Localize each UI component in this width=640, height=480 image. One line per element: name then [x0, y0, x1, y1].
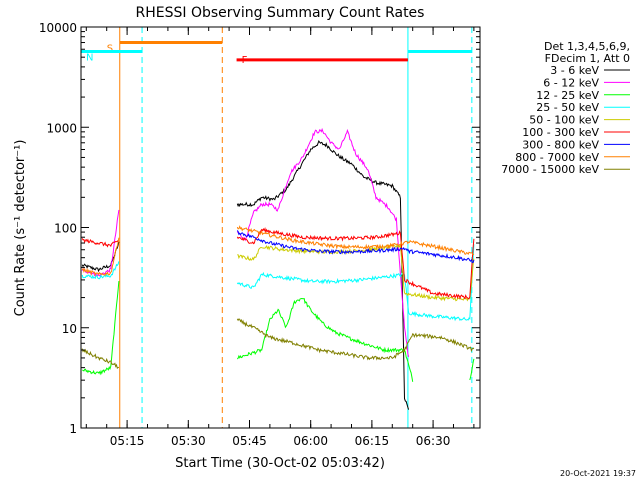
x-tick-label-2: 05:45 [232, 434, 267, 448]
y-tick-label-0: 1 [69, 422, 77, 436]
legend-label-6: 300 - 800 keV [522, 138, 599, 151]
plot-frame [80, 26, 481, 429]
x-tick-label-3: 06:00 [293, 434, 328, 448]
state-bar-label-2: F [242, 55, 248, 66]
x-tick-label-4: 06:15 [355, 434, 390, 448]
legend-label-3: 25 - 50 keV [536, 101, 599, 114]
state-bars: S N F [81, 41, 472, 66]
legend: Det 1,3,4,5,6,9,FDecim 1, Att 03 - 6 keV… [501, 40, 630, 176]
series-line-1 [81, 127, 410, 358]
y-tick-label-1: 10 [62, 322, 77, 336]
y-tick-label-4: 10000 [39, 21, 77, 35]
y-axis-label: Count Rate (s⁻¹ detector⁻¹) [13, 140, 28, 317]
series-line-8 [81, 318, 475, 369]
legend-label-5: 100 - 300 keV [522, 126, 599, 139]
legend-label-7: 800 - 7000 keV [515, 151, 599, 164]
y-tick-label-2: 100 [54, 222, 77, 236]
vertical-markers [119, 27, 473, 428]
series-line-4 [237, 242, 475, 302]
legend-header-0: Det 1,3,4,5,6,9, [544, 40, 630, 53]
y-tick-label-3: 1000 [46, 121, 77, 135]
axes: 05:15 05:30 05:45 06:00 06:15 06:30 1 10 100 1000… [39, 21, 480, 448]
series-line-3 [81, 244, 475, 322]
legend-header-1: FDecim 1, Att 0 [545, 52, 630, 65]
x-axis-label: Start Time (30-Oct-02 05:03:42) [175, 456, 385, 471]
series-lines [81, 127, 475, 410]
legend-label-1: 6 - 12 keV [543, 76, 599, 89]
legend-label-0: 3 - 6 keV [550, 64, 599, 77]
series-line-0 [81, 140, 410, 410]
x-tick-label-1: 05:30 [171, 434, 206, 448]
x-tick-label-0: 05:15 [110, 434, 145, 448]
legend-label-4: 50 - 100 keV [529, 114, 599, 127]
footer-date: 20-Oct-2021 19:37 [560, 469, 636, 478]
series-line-6 [236, 230, 475, 264]
chart-title: RHESSI Observing Summary Count Rates [136, 5, 425, 21]
series-line-5 [81, 227, 475, 300]
legend-label-2: 12 - 25 keV [536, 89, 599, 102]
series-line-7 [81, 225, 475, 277]
series-line-2 [82, 281, 475, 382]
legend-label-8: 7000 - 15000 keV [501, 163, 599, 176]
state-bar-label-1: N [86, 52, 93, 63]
state-bar-label-0: S [107, 44, 113, 55]
x-tick-label-5: 06:30 [416, 434, 451, 448]
